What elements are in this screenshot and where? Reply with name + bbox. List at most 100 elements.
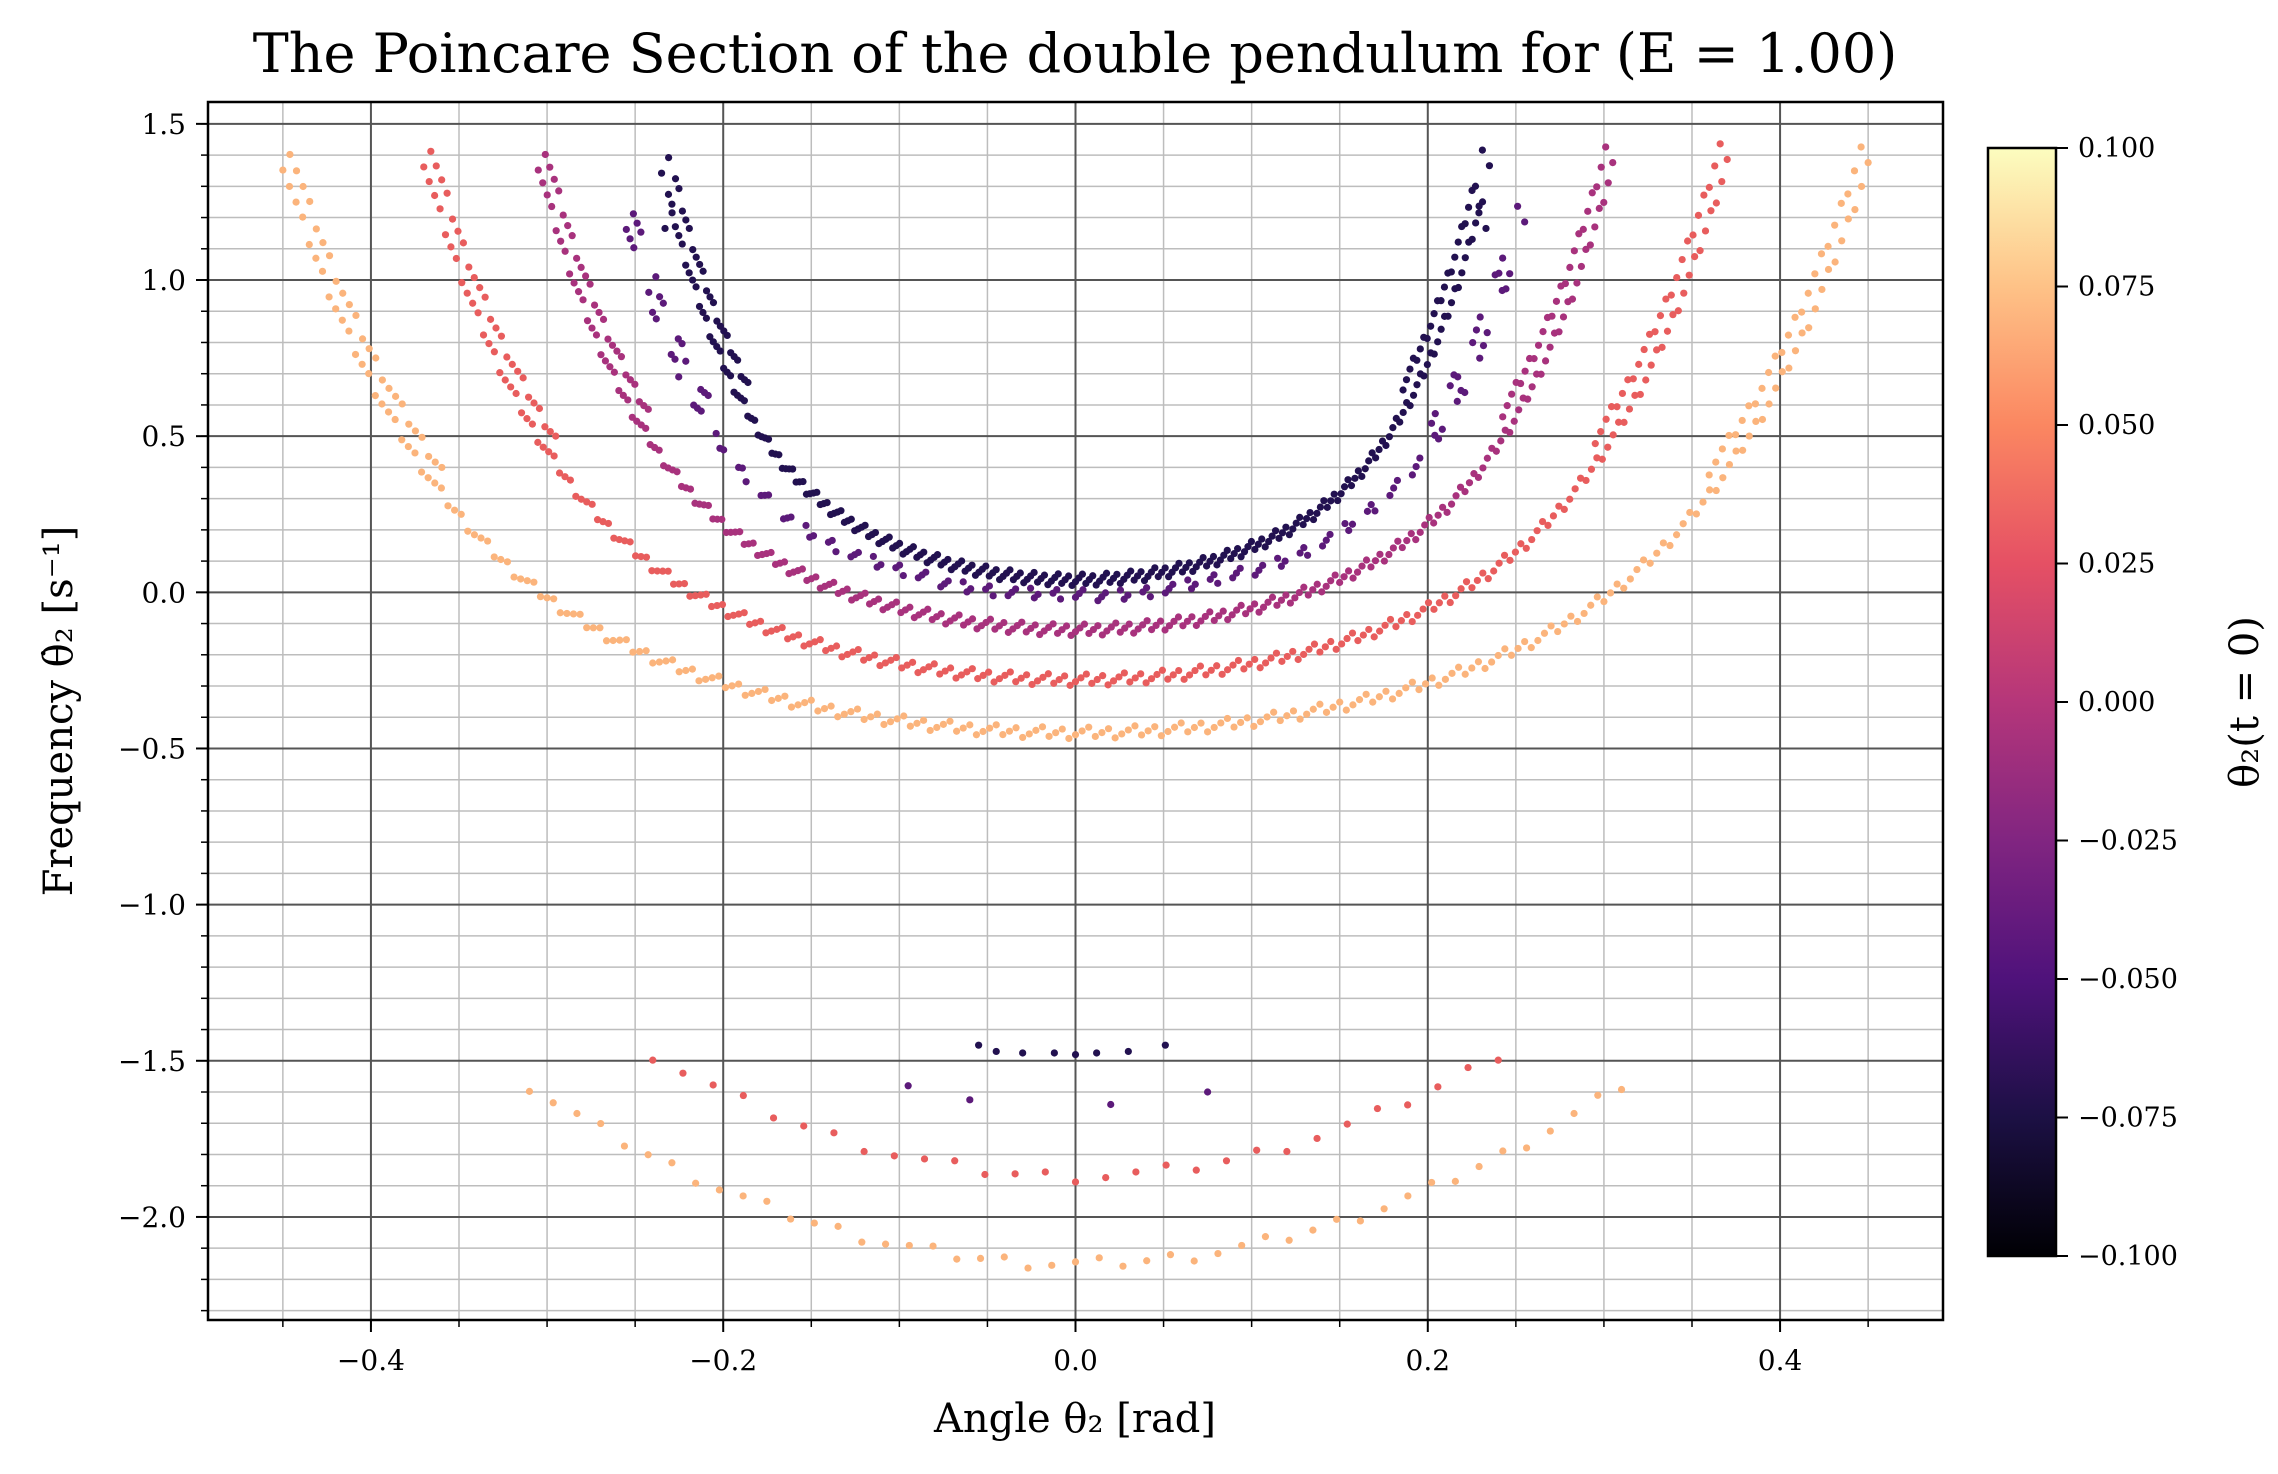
scatter-point (546, 428, 554, 436)
scatter-point (834, 1222, 842, 1230)
scatter-point (1102, 1173, 1110, 1182)
scatter-point (1204, 728, 1212, 736)
scatter-point (939, 720, 947, 728)
scatter-point (668, 656, 677, 664)
y-tick-labels: 1.5 1.0 0.5 0.0 −0.5 −1.0 −1.5 −2.0 (118, 108, 186, 1234)
scatter-point (1772, 384, 1780, 392)
scatter-point (1161, 626, 1169, 634)
scatter-point (1521, 218, 1529, 226)
scatter-point (599, 518, 607, 526)
scatter-point (1527, 644, 1535, 652)
scatter-point (1275, 534, 1283, 542)
scatter-point (1240, 665, 1248, 673)
scatter-point (1386, 491, 1394, 500)
scatter-point (1441, 592, 1449, 600)
scatter-point (881, 1240, 890, 1248)
scatter-point (985, 668, 993, 676)
scatter-point (972, 731, 981, 739)
scatter-point (1483, 454, 1491, 462)
scatter-point (1125, 620, 1133, 628)
scatter-point (832, 548, 840, 556)
scatter-point (436, 205, 444, 213)
scatter-point (913, 719, 921, 727)
scatter-point (1723, 155, 1731, 164)
scatter-point (1329, 703, 1337, 711)
x-tick-label: 0.4 (1758, 1344, 1803, 1377)
scatter-point (1818, 285, 1826, 294)
scatter-point (1088, 679, 1096, 687)
scatter-point (637, 552, 645, 561)
scatter-point (682, 666, 690, 675)
scatter-point (1001, 671, 1009, 679)
scatter-point (1327, 497, 1335, 505)
scatter-point (1745, 432, 1753, 440)
scatter-point (1711, 162, 1719, 170)
scatter-point (566, 476, 575, 484)
scatter-point (1251, 571, 1259, 579)
scatter-point (740, 609, 748, 617)
scatter-point (550, 452, 558, 460)
scatter-point (653, 567, 661, 575)
scatter-point (919, 716, 928, 724)
scatter-point (675, 580, 683, 588)
scatter-point (1613, 580, 1621, 588)
scatter-point (1719, 474, 1727, 482)
scatter-point (561, 247, 569, 255)
scatter-point (1111, 734, 1119, 742)
scatter-point (437, 484, 445, 492)
scatter-point (1683, 237, 1692, 245)
scatter-point (1078, 727, 1086, 735)
scatter-point (535, 404, 544, 413)
scatter-point (1567, 612, 1575, 620)
scatter-point (739, 1091, 747, 1100)
scatter-point (1296, 549, 1304, 557)
scatter-point (484, 537, 492, 545)
scatter-point (652, 315, 660, 323)
scatter-point (1597, 428, 1605, 436)
scatter-point (1175, 666, 1183, 675)
scatter-point (528, 420, 536, 428)
scatter-point (1151, 723, 1159, 731)
scatter-point (457, 510, 465, 518)
scatter-point (1798, 308, 1806, 316)
scatter-point (930, 660, 938, 668)
scatter-point (1566, 263, 1574, 271)
scatter-point (1332, 645, 1340, 653)
scatter-point (664, 190, 673, 198)
scatter-point (1456, 483, 1465, 491)
y-tick-label: −0.5 (118, 732, 186, 765)
scatter-point (1629, 375, 1637, 383)
scatter-point (543, 594, 551, 602)
scatter-point (1534, 636, 1542, 645)
scatter-point (1166, 1251, 1175, 1259)
scatter-point (464, 527, 472, 535)
scatter-point (830, 578, 838, 586)
scatter-point (1451, 1177, 1459, 1185)
scatter-point (573, 254, 581, 262)
scatter-point (692, 283, 700, 291)
scatter-point (1184, 728, 1192, 736)
scatter-point (626, 235, 634, 243)
scatter-point (1435, 681, 1443, 689)
scatter-point (626, 538, 634, 546)
scatter-point (778, 623, 786, 632)
scatter-point (441, 231, 450, 239)
scatter-point (1104, 681, 1112, 689)
scatter-point (1250, 600, 1259, 608)
scatter-point (729, 611, 737, 619)
scatter-point (1587, 465, 1596, 473)
scatter-point (979, 671, 987, 679)
scatter-point (1031, 621, 1039, 629)
scatter-point (1191, 580, 1199, 588)
scatter-point (1256, 664, 1264, 672)
scatter-point (552, 432, 560, 440)
scatter-point (1161, 1041, 1169, 1049)
scatter-point (1344, 476, 1352, 484)
scatter-point (828, 536, 836, 545)
scatter-point (1237, 601, 1245, 609)
scatter-point (1857, 182, 1866, 191)
scatter-point (908, 658, 917, 666)
scatter-point (749, 539, 757, 547)
scatter-point (1224, 615, 1232, 624)
scatter-point (1696, 247, 1704, 255)
